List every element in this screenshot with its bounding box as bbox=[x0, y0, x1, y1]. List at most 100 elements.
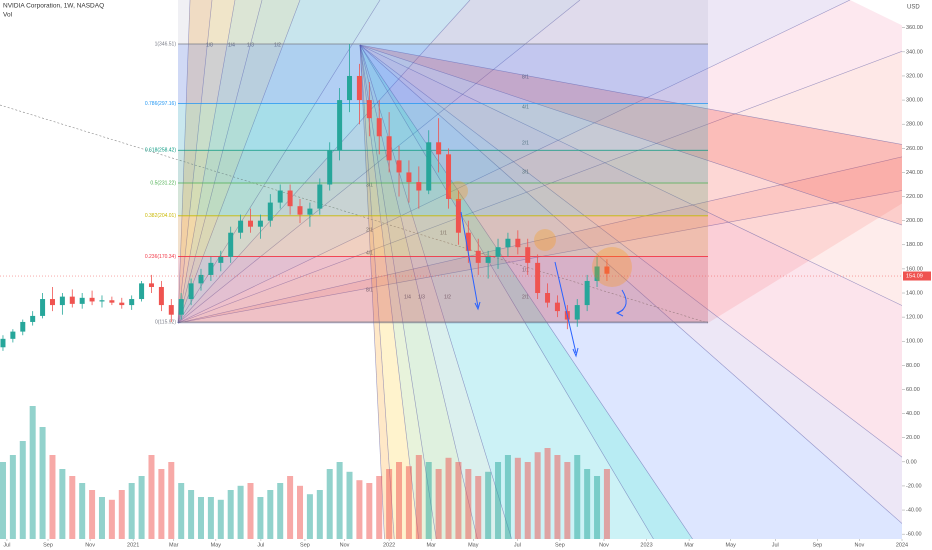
y-tick-label: 100.00 bbox=[906, 339, 923, 345]
candle-body bbox=[40, 299, 46, 316]
fib-band bbox=[178, 103, 708, 151]
volume-bar bbox=[316, 490, 323, 539]
candle-body bbox=[238, 220, 244, 233]
volume-bar bbox=[178, 483, 185, 539]
volume-bar bbox=[336, 462, 343, 539]
candle-body bbox=[198, 274, 204, 284]
y-axis-label: USD bbox=[907, 5, 920, 11]
fib-label: 0(115.92) bbox=[155, 319, 176, 325]
fib-label: 0.618(258.42) bbox=[145, 148, 176, 154]
candle-body bbox=[436, 142, 442, 155]
candle-body bbox=[347, 75, 353, 101]
y-tick-label: 320.00 bbox=[906, 73, 923, 79]
volume-bar bbox=[118, 490, 125, 539]
candle-body bbox=[99, 300, 105, 302]
volume-bar bbox=[168, 462, 175, 539]
candle-body bbox=[49, 299, 55, 306]
candle-body bbox=[554, 302, 560, 312]
y-tick-label: 180.00 bbox=[906, 242, 923, 248]
candle-body bbox=[188, 283, 194, 300]
volume-bar bbox=[346, 471, 353, 539]
volume-bar bbox=[425, 462, 432, 539]
candle-body bbox=[59, 296, 65, 306]
fan-line bbox=[177, 0, 851, 324]
volume-bar bbox=[485, 471, 492, 539]
fan-line bbox=[177, 0, 263, 324]
candle-body bbox=[406, 172, 412, 183]
volume-bar bbox=[356, 480, 363, 539]
fan-wedge bbox=[178, 0, 932, 323]
fib-band bbox=[178, 183, 708, 216]
fib-label: 0.236(170.34) bbox=[145, 254, 176, 260]
fib-label: 0.382(204.01) bbox=[145, 213, 176, 219]
candle-body bbox=[505, 238, 511, 248]
volume-bar bbox=[534, 452, 541, 539]
candle-body bbox=[119, 302, 125, 306]
trend-line bbox=[0, 104, 709, 324]
x-tick-label: Jul bbox=[514, 542, 521, 548]
fib-band bbox=[178, 150, 708, 184]
volume-bar bbox=[405, 466, 412, 539]
x-tick-label: Jul bbox=[257, 542, 264, 548]
candle-body bbox=[376, 118, 382, 137]
candle-body bbox=[30, 315, 36, 322]
candle-body bbox=[129, 299, 135, 306]
fan-line bbox=[359, 44, 396, 550]
candle-body bbox=[594, 266, 600, 281]
candle-body bbox=[307, 208, 313, 215]
x-tick-label: May bbox=[468, 542, 479, 548]
x-tick-label: Sep bbox=[812, 542, 822, 548]
fib-retracement: 0(115.92) 0.236(170.34) 0.382(204.01) 0.5(2… bbox=[145, 0, 708, 325]
candle-body bbox=[109, 300, 115, 303]
y-tick-label: 160.00 bbox=[906, 266, 923, 272]
volume-bar bbox=[158, 469, 165, 539]
fan-line bbox=[359, 44, 932, 321]
volume-bar bbox=[267, 490, 274, 539]
x-tick-label: Sep bbox=[43, 542, 53, 548]
fan-label: 1/1 bbox=[440, 230, 447, 236]
fan-line bbox=[177, 0, 301, 324]
candle-body bbox=[277, 190, 283, 203]
fan-line bbox=[359, 44, 386, 550]
y-tick-label: 300.00 bbox=[906, 98, 923, 104]
volume-bar bbox=[9, 455, 16, 539]
volume-bar bbox=[554, 455, 561, 539]
candle-body bbox=[267, 202, 273, 221]
candle-body bbox=[69, 296, 75, 304]
candle-body bbox=[10, 331, 16, 339]
volume-bar bbox=[415, 455, 422, 539]
volume-bar bbox=[138, 476, 145, 539]
volume-bar bbox=[455, 462, 462, 539]
arrow bbox=[460, 211, 479, 308]
volume bbox=[0, 406, 610, 539]
x-tick-label: Nov bbox=[85, 542, 95, 548]
fan-label: 1/2 bbox=[274, 42, 281, 48]
candle-body bbox=[446, 154, 452, 199]
candle-body bbox=[535, 262, 541, 294]
candle-body bbox=[495, 247, 501, 257]
fan-label: 2/1 bbox=[366, 227, 373, 233]
fan-line bbox=[359, 44, 701, 550]
candle-body bbox=[228, 232, 234, 257]
fan-line bbox=[359, 44, 439, 550]
candle-body bbox=[89, 297, 95, 302]
volume-bar bbox=[128, 483, 135, 539]
candle-body bbox=[257, 220, 263, 227]
candle-body bbox=[584, 280, 590, 306]
fan-label: 3/1 bbox=[522, 169, 529, 175]
fan-label: 1/2 bbox=[444, 294, 451, 300]
volume-bar bbox=[49, 455, 56, 539]
fan-line bbox=[359, 44, 516, 550]
fan-line bbox=[359, 44, 421, 550]
volume-bar bbox=[475, 476, 482, 539]
volume-bar bbox=[465, 469, 472, 539]
candle-body bbox=[297, 206, 303, 215]
volume-bar bbox=[574, 455, 581, 539]
fib-label: 0.786(297.16) bbox=[145, 101, 176, 107]
x-tick-label: Mar bbox=[169, 542, 179, 548]
candle-body bbox=[168, 305, 174, 315]
candle-body bbox=[158, 286, 164, 306]
candles bbox=[0, 44, 610, 351]
